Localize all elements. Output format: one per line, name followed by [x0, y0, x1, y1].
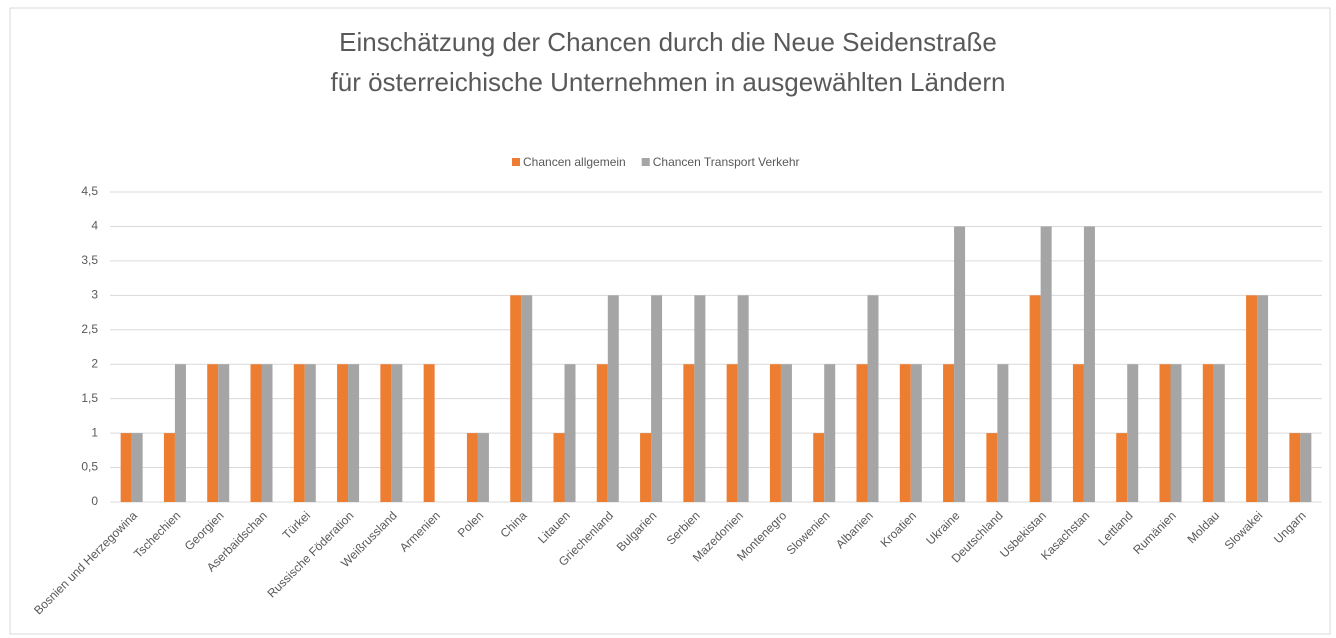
bar [261, 364, 273, 502]
chart-title: Einschätzung der Chancen durch die Neue … [339, 27, 997, 57]
bar [607, 295, 619, 502]
bar [954, 226, 966, 502]
legend-label: Chancen Transport Verkehr [653, 155, 800, 169]
y-tick-label: 2,5 [81, 322, 98, 336]
bar [1170, 364, 1182, 502]
bar [824, 364, 836, 502]
bar [1202, 364, 1214, 502]
y-tick-label: 3,5 [81, 253, 98, 267]
bar [640, 433, 652, 502]
bar [564, 364, 576, 502]
bar [997, 364, 1009, 502]
chart-border [9, 7, 1331, 635]
bar [943, 364, 955, 502]
y-tick-label: 1 [91, 425, 98, 439]
bar [337, 364, 349, 502]
y-tick-label: 2 [91, 356, 98, 370]
y-tick-label: 3 [91, 288, 98, 302]
bar [813, 433, 825, 502]
bar [1072, 364, 1084, 502]
bar [899, 364, 911, 502]
y-tick-label: 0 [91, 494, 98, 508]
bar [1029, 295, 1041, 502]
y-tick-label: 0,5 [81, 460, 98, 474]
bar [1159, 364, 1171, 502]
bar [1300, 433, 1312, 502]
bar [867, 295, 879, 502]
chart-title: für österreichische Unternehmen in ausge… [331, 67, 1006, 97]
bar [1257, 295, 1269, 502]
bar [1116, 433, 1128, 502]
bar [466, 433, 478, 502]
bar [1083, 226, 1095, 502]
bar [986, 433, 998, 502]
bar [131, 433, 143, 502]
bar [423, 364, 435, 502]
bar [293, 364, 305, 502]
y-tick-label: 1,5 [81, 391, 98, 405]
bar [694, 295, 706, 502]
bar [510, 295, 522, 502]
legend-label: Chancen allgemein [523, 155, 626, 169]
bar [596, 364, 608, 502]
bar [856, 364, 868, 502]
bar [651, 295, 663, 502]
bar [174, 364, 186, 502]
bar [553, 433, 565, 502]
bar [120, 433, 132, 502]
y-tick-label: 4,5 [81, 184, 98, 198]
bar [477, 433, 489, 502]
legend-swatch [641, 158, 650, 166]
bar [780, 364, 792, 502]
bar [1246, 295, 1258, 502]
bar [910, 364, 922, 502]
bar [380, 364, 392, 502]
bar [683, 364, 695, 502]
bar [163, 433, 175, 502]
bar [737, 295, 749, 502]
bar [1289, 433, 1301, 502]
legend-swatch [512, 158, 520, 166]
bar [304, 364, 316, 502]
y-tick-label: 4 [91, 219, 98, 233]
bar [1127, 364, 1139, 502]
bar [207, 364, 219, 502]
bar [250, 364, 262, 502]
bar [1040, 226, 1052, 502]
bar [769, 364, 781, 502]
bar [391, 364, 403, 502]
bar [521, 295, 533, 502]
bar [218, 364, 230, 502]
bar [726, 364, 738, 502]
bar [348, 364, 360, 502]
bar [1213, 364, 1225, 502]
